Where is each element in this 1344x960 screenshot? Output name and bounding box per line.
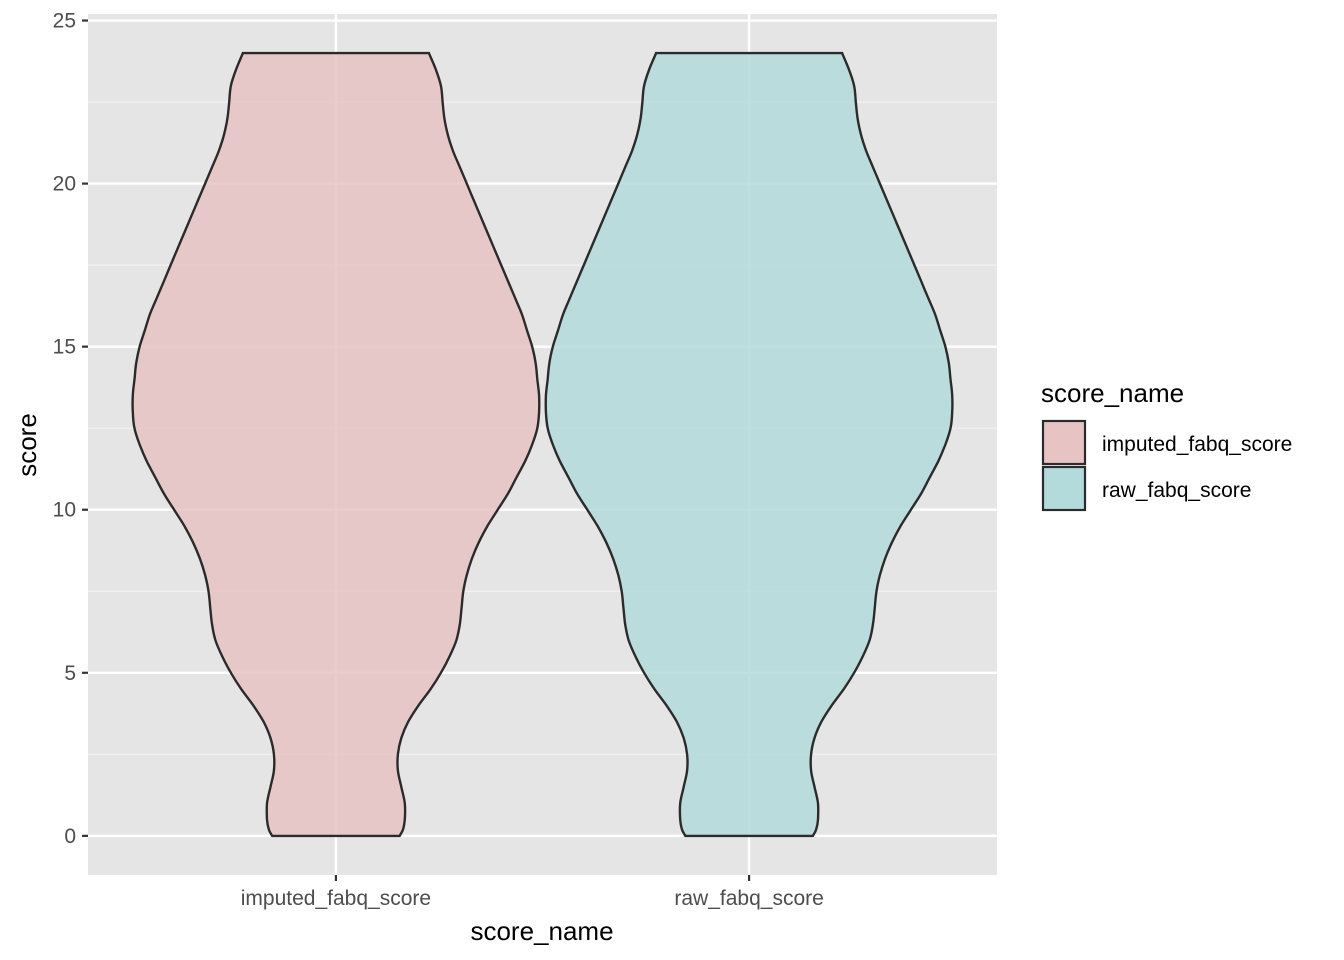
violin-layer [131, 51, 954, 838]
legend-label-raw: raw_fabq_score [1102, 479, 1251, 502]
y-axis: 0 5 10 15 20 25 [53, 10, 88, 848]
y-tick-label: 5 [64, 662, 76, 685]
y-tick-label: 0 [64, 825, 76, 848]
y-tick-label: 25 [53, 10, 76, 33]
legend: score_name imputed_fabq_score raw_fabq_s… [1041, 378, 1292, 512]
x-tick-label: imputed_fabq_score [241, 887, 431, 910]
x-tick-label: raw_fabq_score [674, 887, 823, 910]
y-axis-title: score [12, 413, 42, 477]
y-tick-label: 20 [53, 173, 76, 196]
x-axis-title: score_name [470, 916, 613, 946]
violin-raw_fabq_score [544, 51, 954, 838]
x-axis: imputed_fabq_score raw_fabq_score [241, 875, 824, 910]
legend-label-imputed: imputed_fabq_score [1102, 433, 1292, 456]
y-tick-label: 15 [53, 336, 76, 359]
legend-title: score_name [1041, 378, 1184, 408]
legend-key-raw [1041, 465, 1087, 512]
legend-key-imputed [1041, 419, 1087, 466]
violin-imputed_fabq_score [131, 51, 541, 838]
y-tick-label: 10 [53, 499, 76, 522]
